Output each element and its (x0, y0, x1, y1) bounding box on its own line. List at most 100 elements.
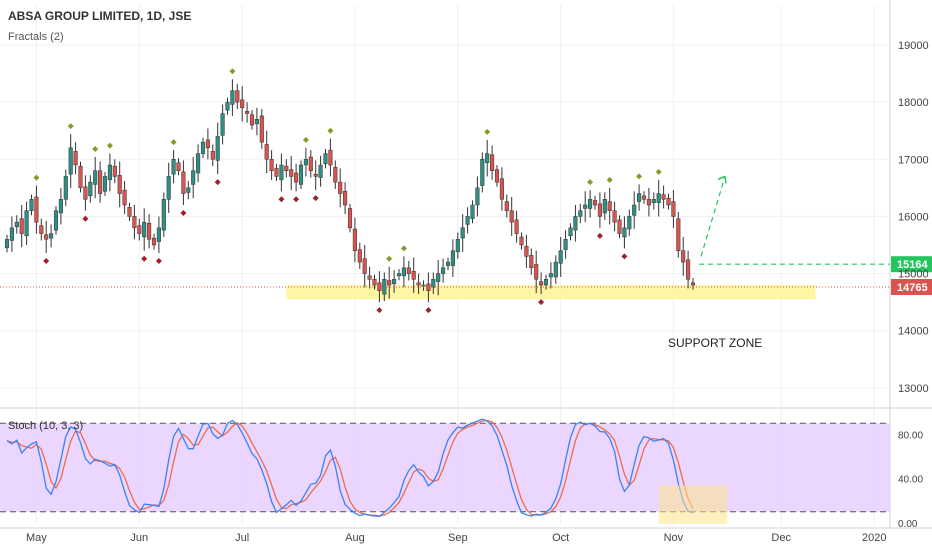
candle-body (661, 194, 666, 200)
candle-body (4, 239, 10, 249)
fractal-down-marker (538, 299, 545, 306)
candle-body (19, 218, 24, 234)
candlesticks (4, 79, 696, 303)
candle-body (298, 164, 304, 185)
fractal-down-marker (293, 196, 300, 203)
fractal-up-marker (655, 168, 662, 175)
candle-body (200, 141, 206, 154)
fractal-up-marker (606, 176, 613, 183)
candle-body (450, 250, 455, 266)
candle-body (215, 136, 220, 161)
fractal-down-marker (82, 215, 89, 222)
candle-body (651, 199, 656, 203)
candle-body (583, 204, 588, 209)
candle-body (578, 210, 583, 217)
candle-body (328, 149, 333, 166)
candle-body (392, 279, 397, 285)
candle-body (166, 176, 171, 200)
stoch-tick-label: 0.00 (898, 519, 918, 530)
candle-body (637, 193, 642, 202)
chart-title: ABSA GROUP LIMITED, 1D, JSE (8, 9, 191, 23)
month-label: Nov (664, 532, 684, 544)
candle-body (284, 165, 289, 171)
candle-body (460, 227, 465, 239)
price-tick-label: 17000 (898, 154, 929, 166)
candle-body (416, 282, 421, 286)
fractal-up-marker (636, 173, 643, 180)
candle-body (588, 199, 593, 209)
candle-body (401, 267, 406, 277)
candle-body (58, 199, 63, 214)
price-tick-label: 18000 (898, 97, 929, 109)
candle-body (240, 99, 245, 109)
candle-body (78, 165, 83, 189)
candle-body (289, 169, 294, 177)
fractal-down-marker (621, 253, 628, 260)
candle-body (294, 172, 299, 183)
fractal-up-marker (587, 179, 594, 186)
candle-body (524, 245, 529, 257)
fractal-markers (33, 68, 662, 314)
fractal-up-marker (92, 146, 99, 152)
fractal-up-marker (33, 174, 40, 181)
month-label: Sep (448, 532, 468, 544)
support-zone-label: SUPPORT ZONE (668, 336, 762, 350)
candle-body (53, 210, 59, 231)
candle-body (88, 181, 93, 197)
candle-body (499, 178, 504, 200)
candle-body (147, 223, 152, 240)
fractal-down-marker (278, 196, 285, 203)
candle-body (592, 200, 598, 206)
price-tick-label: 16000 (898, 211, 929, 223)
candle-body (519, 236, 524, 246)
candle-body (254, 119, 259, 125)
target-price-value: 15164 (897, 259, 928, 271)
stoch-band-fill (0, 423, 890, 512)
candle-body (568, 227, 573, 237)
stoch-tick-label: 80.00 (898, 430, 923, 441)
fractal-up-marker (67, 123, 74, 130)
candle-body (431, 279, 436, 288)
fractal-up-marker (302, 136, 309, 143)
candle-body (690, 282, 696, 286)
candle-body (98, 170, 103, 194)
month-label: Jun (130, 532, 148, 544)
candle-body (117, 175, 122, 194)
candle-body (347, 208, 353, 229)
candle-body (210, 151, 215, 160)
candle-body (396, 273, 402, 277)
candle-body (534, 264, 539, 280)
candle-body (539, 281, 544, 286)
fractal-down-marker (43, 258, 50, 264)
indicator-label: Fractals (2) (8, 31, 64, 43)
candle-body (406, 267, 411, 274)
candle-body (14, 221, 19, 227)
candle-body (627, 216, 632, 230)
candle-body (646, 199, 651, 206)
candle-body (352, 228, 357, 251)
overlays: 14765 15164 (0, 175, 932, 295)
candle-body (313, 173, 318, 177)
candle-body (132, 216, 137, 229)
fractal-down-marker (155, 258, 162, 264)
fractal-down-marker (425, 307, 432, 314)
fractal-down-marker (214, 179, 221, 186)
current-price-value: 14765 (897, 282, 928, 294)
candle-body (509, 210, 514, 223)
candle-body (249, 114, 255, 126)
candle-body (671, 201, 676, 217)
candle-body (44, 234, 49, 240)
candle-body (338, 181, 343, 194)
price-tick-label: 15000 (898, 269, 929, 281)
candle-body (279, 164, 284, 181)
candle-body (553, 261, 558, 278)
candle-body (436, 273, 441, 282)
candle-body (24, 210, 29, 237)
month-label: Oct (552, 532, 569, 544)
candle-body (362, 258, 367, 274)
candle-body (617, 219, 622, 234)
fractal-up-marker (106, 142, 113, 149)
candle-body (127, 207, 132, 217)
candle-body (29, 199, 34, 211)
